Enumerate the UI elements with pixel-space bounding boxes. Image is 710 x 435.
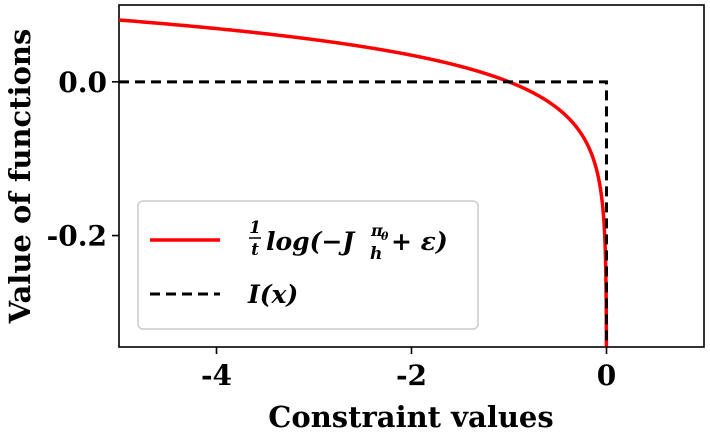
legend: 1 t log(−J h π θ + ε) I(x) (137, 200, 479, 330)
legend-sup-theta: θ (381, 230, 389, 243)
legend-frac-num: 1 (249, 218, 261, 238)
series-line-indicator (119, 80, 608, 347)
x-tick-label: -4 (201, 359, 232, 392)
y-tick-label: 0.0 (58, 66, 107, 99)
legend-sup-pi: π (370, 221, 383, 240)
legend-label-indicator: I(x) (247, 280, 298, 309)
x-axis-label: Constraint values (268, 400, 553, 434)
legend-label-barrier: 1 t log(−J h π θ + ε) (249, 218, 448, 264)
legend-frac-den: t (251, 240, 259, 260)
legend-tail: + ε) (391, 227, 448, 256)
legend-log-text: log(−J (266, 227, 356, 256)
y-tick-label: -0.2 (47, 220, 107, 253)
y-axis-label: Value of functions (3, 29, 37, 325)
legend-box (137, 200, 479, 330)
x-axis-ticks: -4 -2 0 (201, 347, 616, 392)
x-tick-label: 0 (597, 359, 616, 392)
x-tick-label: -2 (396, 359, 427, 392)
y-axis-ticks: -0.2 0.0 (47, 66, 119, 253)
series-layer (119, 18, 609, 347)
legend-sub-h: h (370, 244, 382, 264)
series-line-barrier (119, 18, 609, 347)
